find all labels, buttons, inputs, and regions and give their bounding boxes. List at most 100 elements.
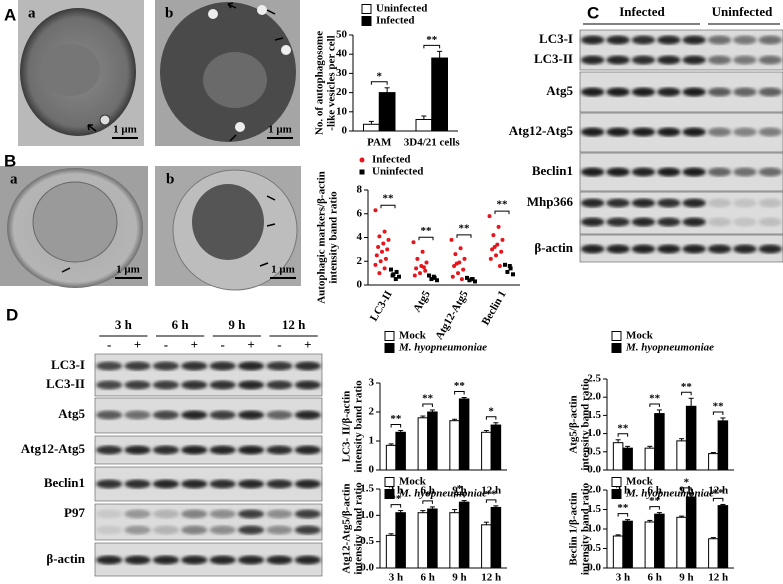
point	[449, 237, 454, 242]
blot-band	[124, 479, 151, 489]
significance-bracket	[649, 403, 660, 407]
point	[503, 262, 507, 267]
time-label: 3 h	[115, 317, 133, 332]
legend-label: Mock	[399, 476, 427, 488]
blot-band	[758, 87, 782, 97]
legend-swatch	[611, 331, 622, 341]
time-label: 12 h	[282, 317, 306, 332]
legend-label: M. hyopneumoniae	[398, 488, 487, 500]
point	[490, 247, 495, 252]
bar	[490, 506, 502, 569]
blot-band	[631, 87, 656, 97]
y-tick-label: 30	[336, 67, 348, 79]
point	[495, 242, 500, 247]
blot-label: LC3-I	[539, 31, 573, 46]
y-tick-label: 20	[336, 86, 348, 98]
blot-band	[96, 361, 123, 371]
blot-band	[124, 555, 151, 565]
blot-band	[266, 479, 293, 489]
blot-band	[631, 35, 656, 45]
blot-band	[181, 361, 208, 371]
significance-bracket	[454, 494, 465, 498]
blot-band	[657, 167, 681, 177]
point	[378, 259, 383, 264]
significance: **	[421, 225, 433, 237]
point	[414, 266, 419, 271]
point	[381, 241, 386, 246]
blot-band	[124, 361, 151, 371]
y-tick-label: 0.5	[587, 542, 601, 554]
legend-swatch	[384, 343, 395, 353]
point	[507, 264, 512, 268]
blot-band	[707, 217, 732, 227]
blot-band	[657, 244, 681, 254]
blot-band	[758, 244, 782, 254]
point	[461, 267, 466, 272]
bar	[431, 57, 448, 132]
significance-bracket	[423, 44, 441, 49]
significance: **	[459, 222, 471, 234]
blot-band	[758, 35, 782, 45]
blot-band	[707, 55, 732, 65]
point	[487, 214, 492, 219]
blot-band	[209, 380, 236, 390]
significance-bracket	[712, 411, 724, 415]
em-image	[0, 166, 148, 288]
y-tick-label: 1.0	[587, 427, 601, 439]
blot-band	[238, 479, 265, 489]
blot-band	[581, 167, 605, 177]
blot-band	[152, 361, 179, 371]
blot-band	[96, 380, 123, 390]
y-tick-label: 2.5	[587, 373, 601, 385]
point	[393, 277, 398, 282]
x-tick-label: 3D4/21 cells	[404, 137, 461, 149]
x-tick-label: 12 h	[708, 572, 728, 584]
significance-bracket	[390, 504, 402, 508]
blot-label: Beclin1	[44, 475, 85, 490]
blot-label: Beclin1	[532, 163, 573, 178]
significance-bracket	[380, 204, 396, 209]
point	[499, 249, 504, 254]
significance: **	[390, 493, 402, 505]
point	[496, 224, 501, 229]
em-image	[155, 0, 300, 146]
point	[453, 252, 458, 257]
blot-band	[733, 35, 757, 45]
point	[397, 274, 401, 279]
point	[429, 277, 434, 282]
legend-label: M. hyopneumoniae	[625, 488, 714, 500]
legend-swatch	[611, 489, 622, 499]
x-tick-label: Atg12-Atg5	[433, 288, 471, 342]
y-tick-label: 2	[369, 406, 375, 418]
blot-band	[238, 555, 265, 565]
y-axis-label: Atg5/β-actin	[568, 395, 580, 453]
significance-bracket	[370, 81, 388, 85]
blot-band	[266, 361, 293, 371]
point	[459, 277, 464, 282]
time-label: 6 h	[172, 317, 190, 332]
point	[454, 261, 459, 266]
blot-band	[152, 555, 179, 565]
point	[382, 229, 387, 234]
point	[373, 208, 378, 213]
y-axis-label: intensity band ratio	[580, 378, 592, 471]
y-axis-label: intensity band ratio	[328, 191, 340, 284]
legend-swatch	[384, 331, 395, 341]
blot-band	[266, 380, 293, 390]
blot-label: Atg5	[58, 406, 85, 421]
point	[473, 279, 477, 284]
y-tick-label: 8	[357, 184, 363, 196]
bar	[378, 92, 396, 132]
blot-label: β-actin	[46, 551, 85, 566]
blot-band	[181, 479, 208, 489]
blot-band	[606, 217, 630, 227]
y-axis-label: intensity band ratio	[353, 482, 365, 575]
blot-band	[294, 555, 321, 565]
significance: **	[486, 488, 498, 500]
bar	[612, 442, 624, 471]
y-axis-label: intensity band ratio	[353, 380, 365, 473]
point	[415, 256, 420, 261]
significance-bracket	[494, 210, 510, 215]
bar	[449, 512, 460, 569]
